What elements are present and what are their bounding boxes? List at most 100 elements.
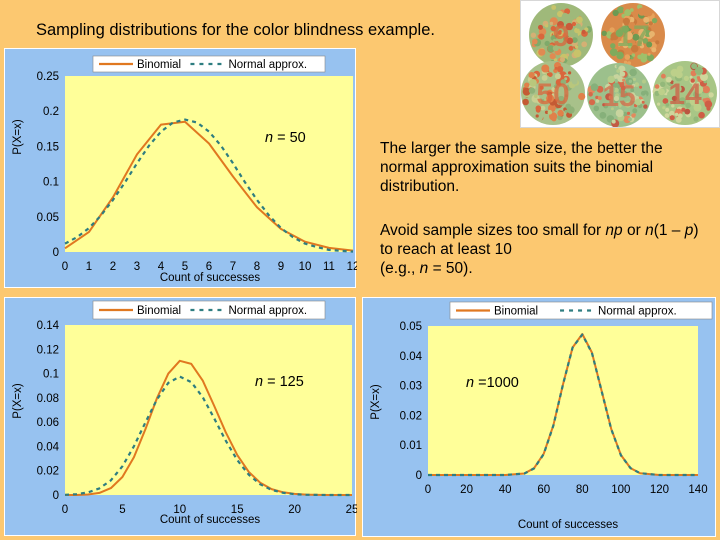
x-tick-label: 20	[460, 484, 473, 496]
plate-dot	[645, 9, 653, 17]
plate-dot	[685, 102, 691, 109]
y-tick-label: 0.04	[400, 351, 423, 363]
y-tick-label: 0.25	[37, 71, 59, 83]
plate-number: 9	[553, 20, 570, 53]
y-tick-label: 0.12	[37, 344, 59, 356]
plate-dot	[631, 53, 636, 57]
plate-dot	[621, 25, 629, 34]
plate-dot	[544, 40, 550, 47]
plate-dot	[564, 8, 571, 15]
plate-dot	[623, 115, 631, 124]
plate-dot	[590, 83, 599, 91]
slide-title: Sampling distributions for the color bli…	[36, 21, 435, 39]
plate-dot	[622, 17, 630, 25]
plate-dot	[634, 82, 640, 87]
x-tick-label: 20	[288, 504, 301, 516]
legend-label-normal: Normal approx.	[228, 305, 307, 317]
plate-dot	[667, 91, 674, 98]
plate-dot	[528, 87, 536, 94]
plate-dot	[630, 44, 639, 53]
x-tick-label: 0	[62, 504, 68, 516]
plate-dot	[609, 27, 615, 33]
plate-dot	[624, 9, 632, 17]
plate-dot	[654, 84, 660, 89]
note-np: np	[605, 222, 623, 239]
plate-dot	[646, 54, 654, 62]
plate-dot	[625, 32, 633, 40]
plate-dot	[630, 88, 635, 93]
plate-dot	[573, 49, 582, 58]
plate-dot	[562, 32, 567, 38]
sample-size-n: n	[466, 375, 474, 391]
plate-dot	[557, 30, 562, 35]
plate-dot	[619, 71, 626, 77]
y-tick-label: 0.06	[37, 417, 59, 429]
plate-dot	[544, 81, 552, 89]
plate-dot	[629, 96, 633, 100]
legend-label-binomial: Binomial	[137, 59, 181, 71]
plate-dot	[658, 88, 665, 96]
plate-dot	[535, 114, 539, 118]
note-text: or	[622, 222, 646, 239]
plate-dot	[564, 109, 568, 113]
x-tick-label: 0	[425, 484, 431, 496]
plate-dot	[554, 66, 558, 70]
plate-dot	[615, 29, 624, 37]
x-tick-label: 12	[347, 261, 357, 273]
plate-dot	[552, 38, 557, 44]
plate-dot	[640, 90, 646, 96]
x-tick-label: 0	[62, 261, 68, 273]
x-tick-label: 5	[182, 261, 188, 273]
plate-dot	[613, 95, 620, 102]
plate-dot	[541, 75, 548, 81]
plate-50: 50	[521, 61, 586, 125]
plate-dot	[696, 76, 700, 80]
plate-dot	[666, 76, 672, 83]
chart-panel-n1000: 0 0.01 0.02 0.03 0.04 0.05 0 20 40 60 80 100 120 140 B…	[362, 297, 716, 537]
sample-size-label: n = 50	[265, 130, 306, 146]
plate-dot	[629, 68, 637, 77]
plate-dot	[639, 85, 643, 89]
y-tick-label: 0.04	[37, 441, 60, 453]
plate-dot	[550, 25, 556, 32]
plate-dot	[643, 104, 648, 109]
x-tick-label: 10	[299, 261, 312, 273]
sample-size-n: n	[255, 374, 263, 390]
x-tick-label: 4	[158, 261, 165, 273]
plate-dot	[578, 35, 584, 42]
plate-dot	[704, 100, 713, 109]
plate-dot	[564, 77, 568, 81]
note-text: (1 –	[653, 222, 685, 239]
plate-dot	[689, 75, 693, 79]
plate-dot	[530, 32, 537, 38]
plate-14: 14	[652, 61, 717, 125]
plate-dot	[551, 116, 557, 122]
plate-dot	[628, 117, 632, 122]
plate-dot	[655, 40, 660, 45]
plate-dot	[622, 111, 628, 117]
plate-dot	[595, 99, 600, 103]
y-tick-label: 0.01	[400, 440, 422, 452]
plate-dot	[528, 72, 535, 79]
plate-dot	[541, 99, 545, 103]
plate-dot	[669, 110, 675, 117]
plate-dot	[626, 111, 631, 115]
plate-dot	[681, 107, 686, 112]
plate-dot	[691, 63, 698, 70]
chart-n125: 0 0.02 0.04 0.06 0.08 0.1 0.12 0.14 0 5 10 15 20 25 Bi…	[12, 300, 357, 526]
chart-n50: 00.050.10.150.20.250 1 2 3 4 5 6 7 8 9 10 11 12Binom…	[12, 55, 357, 284]
plate-dot	[665, 103, 670, 107]
note-n: n	[645, 222, 654, 239]
plate-dot	[588, 99, 596, 106]
plate-dot	[657, 102, 661, 106]
plate-dot	[692, 83, 696, 88]
plate-dot	[664, 113, 670, 118]
y-tick-label: 0	[53, 490, 59, 502]
plate-dot	[660, 81, 666, 88]
plate-dot	[617, 6, 625, 14]
ishihara-plates-graphic: 9 17 50 15 14	[521, 3, 717, 128]
plate-dot	[639, 44, 645, 49]
x-axis-label: Count of successes	[160, 272, 261, 284]
sample-size-label: n =1000	[466, 375, 519, 391]
note-larger-sample: The larger the sample size, the better t…	[380, 140, 663, 195]
